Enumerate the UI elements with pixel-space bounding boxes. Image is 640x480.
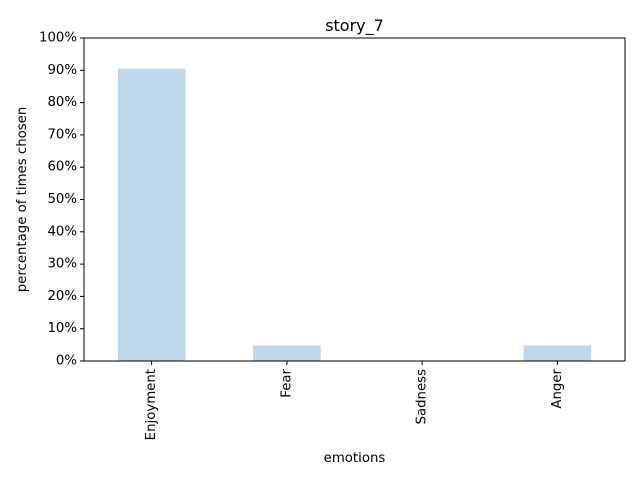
y-tick-label: 20%	[47, 289, 77, 304]
bar-enjoyment	[117, 68, 186, 361]
y-tick-label: 70%	[47, 127, 77, 142]
y-tick-label: 10%	[47, 321, 77, 336]
y-tick-label: 30%	[47, 257, 77, 272]
bar-anger	[523, 345, 592, 361]
y-axis-label: percentage of times chosen	[15, 107, 30, 293]
y-tick-label: 0%	[56, 354, 77, 369]
x-tick-label: Anger	[550, 368, 565, 408]
y-tick-label: 40%	[47, 224, 77, 239]
x-axis-label: emotions	[324, 451, 386, 466]
bar-fear	[253, 345, 321, 361]
chart-title: story_7	[325, 16, 384, 36]
x-axis-ticks: Enjoyment Fear Sadness Anger	[144, 361, 565, 440]
x-tick-label: Enjoyment	[144, 369, 159, 440]
x-tick-label: Sadness	[415, 369, 430, 425]
y-axis-ticks: 0% 10% 20% 30% 40% 50% 60% 70% 80% 90% 100%	[39, 31, 84, 369]
y-tick-label: 100%	[39, 31, 77, 46]
y-tick-label: 90%	[47, 63, 77, 78]
plot-frame	[83, 37, 626, 362]
y-tick-label: 60%	[47, 160, 77, 175]
x-tick-label: Fear	[279, 368, 294, 397]
bars-group	[117, 68, 592, 361]
y-tick-label: 80%	[47, 95, 77, 110]
y-tick-label: 50%	[47, 192, 77, 207]
